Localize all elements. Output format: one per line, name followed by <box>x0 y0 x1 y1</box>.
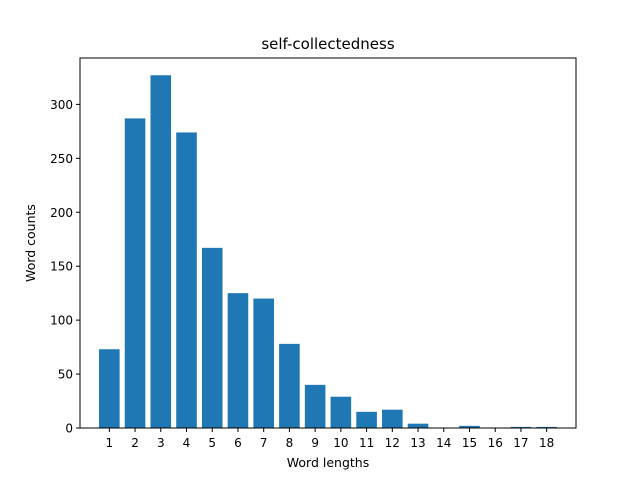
y-tick-label: 150 <box>50 260 73 274</box>
bar-4 <box>176 132 197 428</box>
x-tick-label: 2 <box>131 436 139 450</box>
x-tick-label: 14 <box>436 436 451 450</box>
x-tick-label: 7 <box>260 436 268 450</box>
bar-8 <box>279 343 300 428</box>
x-tick-label: 16 <box>488 436 503 450</box>
x-tick-label: 13 <box>410 436 425 450</box>
x-axis-ticks: 1 2 3 4 5 6 7 8 9 10 11 12 13 14 15 16 17 18 <box>106 428 554 450</box>
bar-11 <box>356 411 377 428</box>
plot-frame <box>79 57 577 429</box>
bar-13 <box>407 423 429 428</box>
bar-17 <box>510 426 532 428</box>
bar-10 <box>330 396 352 428</box>
x-tick-label: 4 <box>183 436 191 450</box>
y-axis-ticks: 0 50 100 150 200 250 300 <box>50 98 80 436</box>
y-tick-label: 200 <box>50 206 73 220</box>
x-tick-label: 15 <box>462 436 477 450</box>
bar-2 <box>124 118 146 428</box>
x-tick-label: 5 <box>208 436 216 450</box>
bar-1 <box>99 349 120 428</box>
chart-title: self-collectedness <box>261 35 395 53</box>
bar-12 <box>382 409 403 428</box>
y-tick-label: 250 <box>50 152 73 166</box>
bar-7 <box>253 298 274 428</box>
x-tick-label: 18 <box>539 436 554 450</box>
y-tick-label: 100 <box>50 314 73 328</box>
x-tick-label: 10 <box>333 436 348 450</box>
bar-9 <box>304 384 326 428</box>
y-tick-label: 0 <box>65 422 73 436</box>
x-tick-label: 6 <box>234 436 242 450</box>
bars <box>99 75 557 429</box>
bar-3 <box>150 75 172 429</box>
bar-15 <box>459 425 480 428</box>
bar-5 <box>201 247 223 428</box>
x-tick-label: 3 <box>157 436 165 450</box>
y-axis-label: Word counts <box>23 204 38 282</box>
x-tick-label: 12 <box>385 436 400 450</box>
bar-6 <box>227 293 249 428</box>
y-tick-label: 300 <box>50 98 73 112</box>
x-tick-label: 1 <box>106 436 114 450</box>
y-tick-label: 50 <box>58 368 73 382</box>
bar-18 <box>536 426 557 428</box>
x-axis-label: Word lengths <box>287 455 369 470</box>
x-tick-label: 17 <box>513 436 528 450</box>
x-tick-label: 11 <box>359 436 374 450</box>
x-tick-label: 9 <box>311 436 319 450</box>
x-tick-label: 8 <box>286 436 294 450</box>
